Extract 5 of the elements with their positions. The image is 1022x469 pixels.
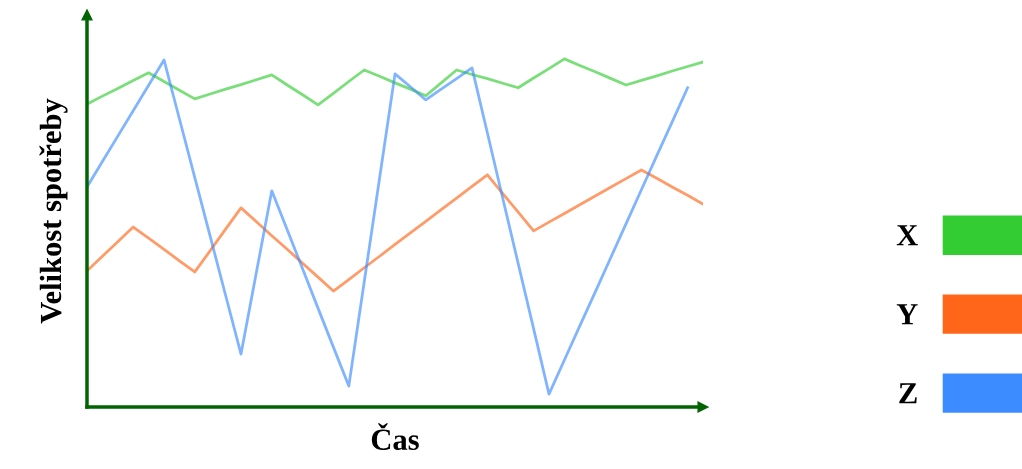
legend-label: Z <box>899 383 917 404</box>
y-axis-title: Velikost spotřeby <box>39 98 68 324</box>
legend-label: X <box>896 225 918 246</box>
x-axis-title: Čas <box>371 423 419 451</box>
legend-label: Y <box>896 304 918 325</box>
